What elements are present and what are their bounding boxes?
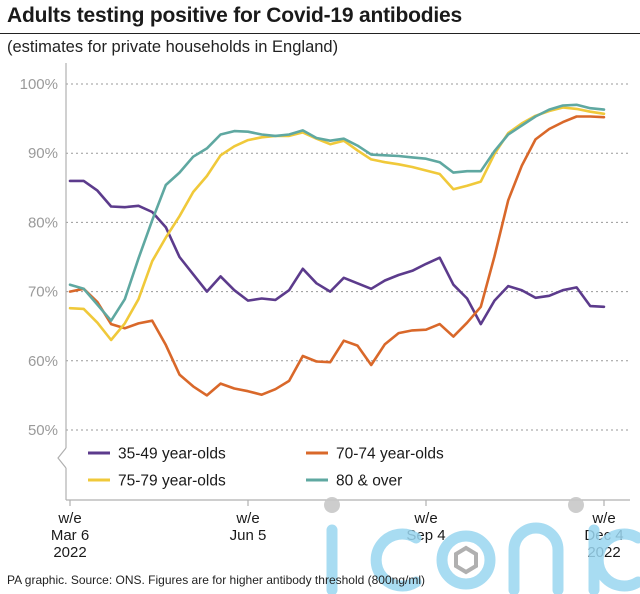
y-tick-label: 50% — [28, 422, 58, 439]
y-tick-label: 90% — [28, 145, 58, 162]
x-tick-label: Mar 6 — [51, 527, 89, 544]
y-tick-label: 100% — [20, 76, 58, 93]
x-tick-label: w/e — [57, 510, 81, 527]
y-tick-label: 70% — [28, 284, 58, 301]
series-line-4 — [68, 103, 606, 322]
x-tick-label: Jun 5 — [230, 527, 267, 544]
x-tick-label: w/e — [591, 510, 615, 527]
x-tick-label: Dec 4 — [584, 527, 623, 544]
title-rule — [0, 33, 640, 34]
legend-label: 75-79 year-olds — [118, 473, 226, 490]
chart-title: Adults testing positive for Covid-19 ant… — [7, 4, 462, 27]
source-note: PA graphic. Source: ONS. Figures are for… — [7, 573, 425, 587]
series-line-3 — [68, 106, 606, 342]
chart-subtitle: (estimates for private households in Eng… — [7, 38, 339, 56]
legend-label: 35-49 year-olds — [118, 446, 226, 463]
y-tick-label: 80% — [28, 214, 58, 231]
x-tick-label: 2022 — [587, 544, 620, 561]
series-line-2 — [68, 115, 606, 397]
x-tick-label: 2022 — [53, 544, 86, 561]
axis-break — [57, 447, 67, 469]
series-line-1 — [68, 179, 606, 326]
x-tick-label: w/e — [413, 510, 437, 527]
legend-label: 70-74 year-olds — [336, 446, 444, 463]
legend-label: 80 & over — [336, 473, 402, 490]
x-tick-label: w/e — [235, 510, 259, 527]
x-tick-label: Sep 4 — [406, 527, 445, 544]
y-tick-label: 60% — [28, 353, 58, 370]
